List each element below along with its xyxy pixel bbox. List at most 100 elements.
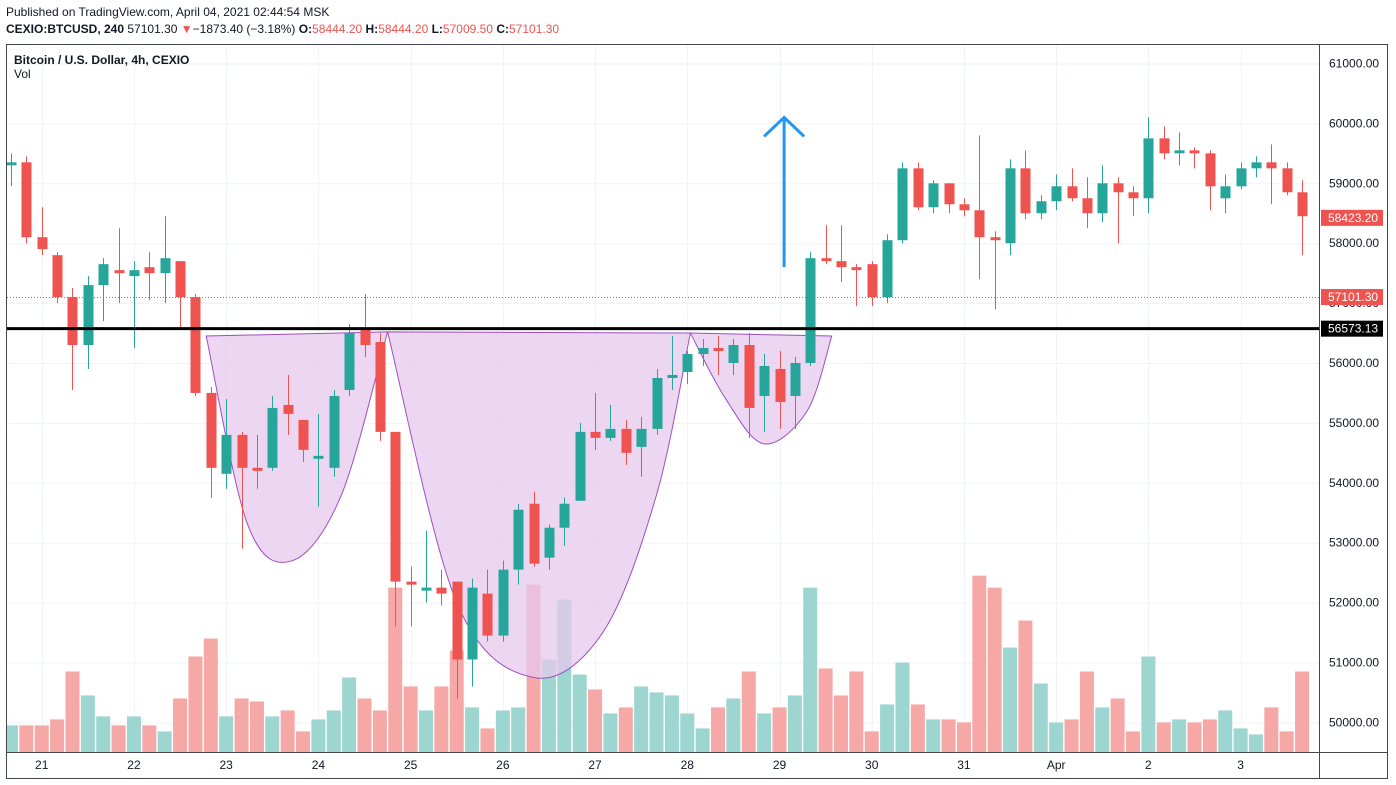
volume-bar — [249, 701, 264, 752]
volume-bar — [511, 707, 526, 752]
candle-body — [667, 374, 678, 378]
volume-bar — [203, 638, 218, 752]
y-tick-label: 60000.00 — [1329, 116, 1379, 130]
volume-bar — [1003, 647, 1018, 752]
volume-bar — [711, 707, 726, 752]
volume-bar — [265, 716, 280, 752]
candle-body — [237, 434, 248, 468]
price-tag-bg — [1321, 209, 1383, 226]
y-tick-label: 54000.00 — [1329, 476, 1379, 490]
candle-body — [713, 348, 724, 352]
candle-body — [682, 354, 693, 372]
candle-body — [544, 527, 555, 558]
candle-body — [498, 569, 509, 636]
candle-body — [575, 431, 586, 501]
candle-body — [175, 261, 186, 298]
volume-bar — [895, 662, 910, 752]
candle-body — [1251, 162, 1262, 169]
volume-bar — [695, 728, 710, 752]
candle-body — [1128, 192, 1139, 199]
volume-bar — [1248, 734, 1263, 752]
open-value: 58444.20 — [312, 22, 363, 36]
volume-bar — [480, 728, 495, 752]
candle-body — [1097, 183, 1108, 214]
candle-body — [329, 395, 340, 468]
x-tick-label: 26 — [496, 758, 510, 772]
volume-bar — [280, 710, 295, 752]
volume-bar — [726, 698, 741, 752]
candle-body — [790, 363, 801, 396]
volume-bar — [1187, 722, 1202, 752]
volume-bar — [65, 671, 80, 752]
candle-body — [1236, 168, 1247, 187]
x-tick-label: 22 — [127, 758, 141, 772]
candle-body — [821, 258, 832, 262]
candle-body — [1297, 192, 1308, 217]
y-tick-label: 61000.00 — [1329, 57, 1379, 71]
volume-bar — [19, 725, 34, 752]
change-arrow: ▼ — [180, 22, 193, 36]
x-tick-label: Apr — [1047, 758, 1066, 772]
candle-body — [190, 297, 201, 393]
volume-bar — [1095, 707, 1110, 752]
volume-bar — [1172, 719, 1187, 752]
candle-body — [636, 428, 647, 447]
x-tick-label: 31 — [957, 758, 971, 772]
volume-bar — [219, 716, 234, 752]
x-tick-label: 24 — [312, 758, 326, 772]
volume-bar — [634, 686, 649, 752]
close-value: 57101.30 — [509, 22, 560, 36]
volume-bar — [1233, 728, 1248, 752]
volume-bar — [1202, 719, 1217, 752]
candle-body — [406, 581, 417, 585]
volume-bar — [50, 719, 65, 752]
chart-legend: Bitcoin / U.S. Dollar, 4h, CEXIO Vol — [14, 53, 189, 81]
candle-body — [267, 407, 278, 468]
candle-body — [436, 587, 447, 594]
volume-bar — [741, 671, 756, 752]
volume-bar — [803, 587, 818, 752]
cup-handle-pattern — [205, 331, 389, 563]
volume-bar — [864, 731, 879, 752]
volume-bar — [972, 575, 987, 752]
volume-bar — [296, 731, 311, 752]
candle-body — [728, 345, 739, 363]
candle-body — [513, 509, 524, 570]
candle-body — [1082, 198, 1093, 214]
x-tick-label: 27 — [588, 758, 602, 772]
volume-bar — [311, 719, 326, 752]
change-value: −1873.40 (−3.18%) — [192, 22, 296, 36]
candle-body — [1036, 201, 1047, 214]
symbol-ohlc-line: CEXIO:BTCUSD, 240 57101.30 ▼−1873.40 (−3… — [6, 22, 559, 36]
volume-bar — [142, 725, 157, 752]
y-tick-label: 51000.00 — [1329, 656, 1379, 670]
candle-body — [37, 237, 48, 250]
symbol: CEXIO:BTCUSD, 240 — [6, 22, 125, 36]
volume-bar — [1141, 656, 1156, 752]
candle-body — [836, 261, 847, 268]
x-tick-label: 25 — [404, 758, 418, 772]
volume-bar — [434, 686, 449, 752]
candle-body — [1205, 153, 1216, 187]
price-tag: 57101.30 — [1321, 289, 1383, 306]
price-tag-label: 58423.20 — [1328, 211, 1378, 225]
candle-body — [221, 434, 232, 474]
x-tick-label: 29 — [773, 758, 787, 772]
close-label: C: — [496, 22, 509, 36]
candle-body — [1220, 186, 1231, 199]
volume-bar — [680, 713, 695, 752]
candle-body — [1159, 138, 1170, 154]
candle-body — [360, 330, 371, 346]
volume-bar — [1279, 731, 1294, 752]
candle-body — [744, 345, 755, 408]
plot-area — [7, 115, 1319, 752]
candle-body — [467, 587, 478, 660]
y-tick-label: 50000.00 — [1329, 715, 1379, 729]
candle-body — [390, 431, 401, 582]
volume-bar — [1110, 698, 1125, 752]
volume-bar — [111, 725, 126, 752]
candle-body — [144, 267, 155, 274]
candle-body — [1189, 150, 1200, 154]
y-tick-label: 56000.00 — [1329, 356, 1379, 370]
